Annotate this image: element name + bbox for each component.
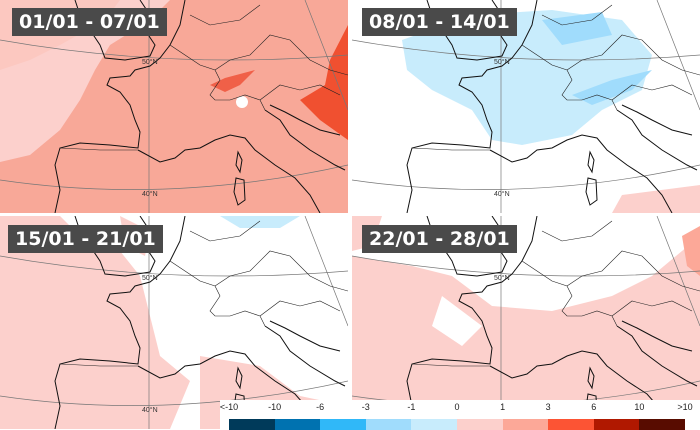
legend-swatch	[548, 419, 594, 430]
lat-label-50n: 50°N	[494, 58, 510, 66]
legend-label: -3	[361, 402, 370, 412]
legend-label: 0	[454, 402, 460, 412]
panel-title-3: 15/01 - 21/01	[8, 225, 163, 253]
panel-title-1: 01/01 - 07/01	[12, 8, 167, 36]
legend-swatch	[320, 419, 366, 430]
lat-label-40n: 40°N	[142, 190, 158, 198]
legend-label: >10	[677, 402, 693, 412]
color-legend: <-10 -10 -6 -3 -1 0 1 3 6 10 >10	[220, 400, 700, 430]
panel-title-2: 08/01 - 14/01	[362, 8, 517, 36]
lat-label-40n: 40°N	[494, 190, 510, 198]
legend-swatch	[411, 419, 457, 430]
lat-label-50n: 50°N	[142, 274, 158, 282]
legend-label: 1	[500, 402, 506, 412]
legend-label: 10	[634, 402, 645, 412]
panel-title-4: 22/01 - 28/01	[362, 225, 517, 253]
legend-swatch	[365, 419, 412, 430]
lat-label-50n: 50°N	[494, 274, 510, 282]
legend-label: -1	[407, 402, 416, 412]
lat-label-40n: 40°N	[142, 406, 158, 414]
legend-label: <-10	[219, 402, 239, 412]
legend-label: -10	[268, 402, 282, 412]
legend-swatch	[457, 419, 503, 430]
map-panel-2	[352, 0, 700, 213]
legend-label: 6	[591, 402, 597, 412]
legend-swatch	[639, 419, 685, 430]
lat-labels: 50°N 40°N 50°N 40°N 50°N 40°N 50°N	[142, 58, 510, 414]
lat-label-50n: 50°N	[142, 58, 158, 66]
legend-swatch	[502, 419, 549, 430]
legend-swatch	[593, 419, 640, 430]
legend-label: -6	[316, 402, 325, 412]
legend-swatch	[229, 419, 275, 430]
legend-label: 3	[545, 402, 551, 412]
legend-swatch	[274, 419, 321, 430]
